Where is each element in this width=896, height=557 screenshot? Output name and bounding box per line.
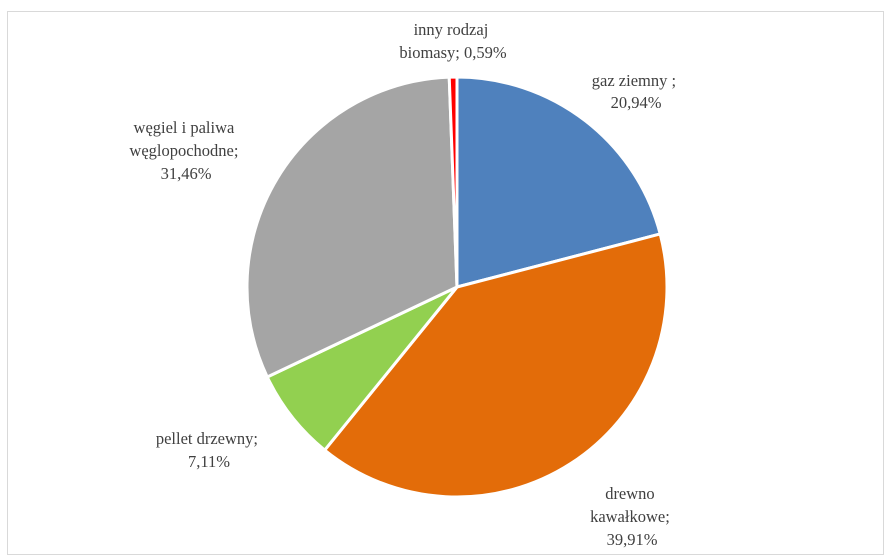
label-gaz-ziemny: gaz ziemny ; 20,94% — [592, 71, 680, 112]
label-inny-rodzaj-biomasy: inny rodzaj biomasy; 0,59% — [399, 20, 506, 62]
pie-slices — [245, 75, 669, 499]
slice-inny-rodzaj-biomasy — [447, 75, 459, 289]
slice-gaz-ziemny — [455, 75, 662, 289]
label-pellet-drzewny: pellet drzewny; 7,11% — [156, 429, 262, 471]
label-drewno-kawalkowe: drewno kawałkowe; 39,91% — [590, 484, 674, 549]
slice-drewno-kawalkowe — [323, 232, 669, 499]
slice-wegiel — [245, 75, 459, 379]
pie-labels: gaz ziemny ; 20,94% drewno kawałkowe; 39… — [129, 20, 680, 549]
label-wegiel: węgiel i paliwa węglopochodne; 31,46% — [129, 118, 242, 183]
